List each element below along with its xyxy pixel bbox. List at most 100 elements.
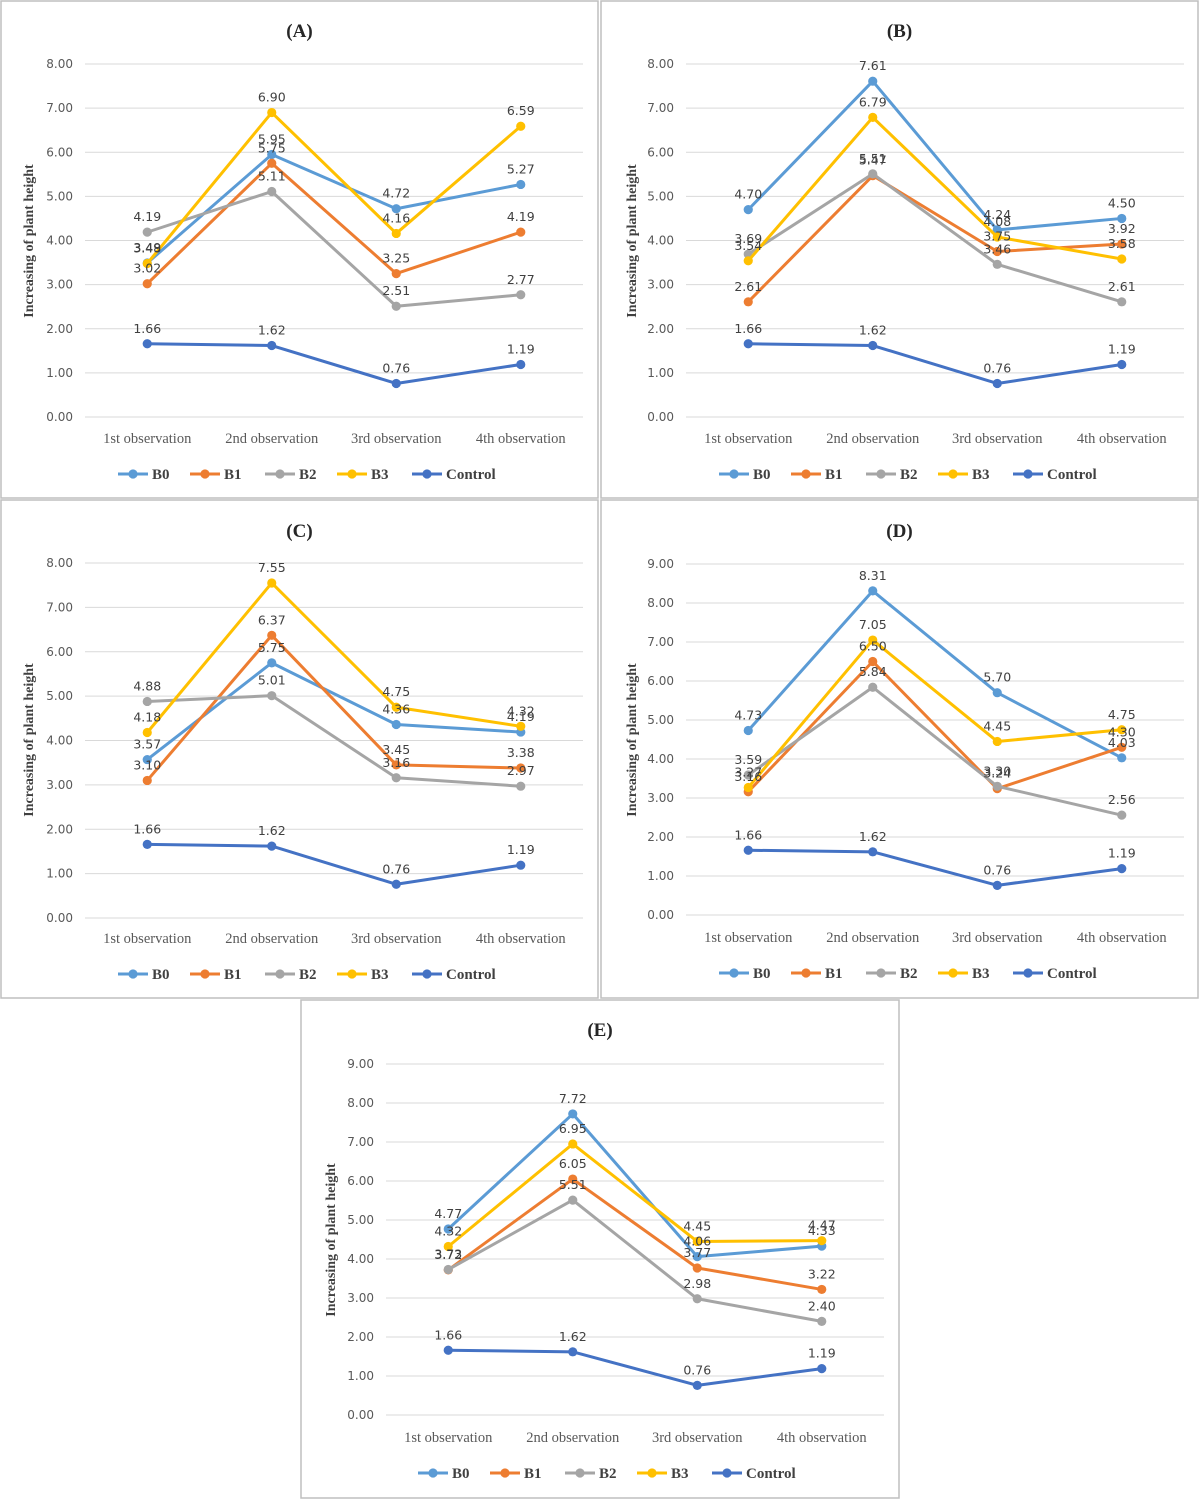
data-label: 5.27 xyxy=(507,161,535,176)
x-tick-label: 1st observation xyxy=(704,431,793,447)
y-tick-label: 5.00 xyxy=(647,713,674,727)
data-label: 3.10 xyxy=(133,757,161,772)
y-tick-label: 0.00 xyxy=(46,911,73,925)
legend-marker xyxy=(1023,469,1033,479)
data-point xyxy=(568,1139,578,1149)
data-point xyxy=(1117,810,1127,820)
data-point xyxy=(568,1174,578,1184)
legend-marker xyxy=(948,469,958,479)
data-point xyxy=(1117,863,1127,874)
data-point xyxy=(267,658,277,668)
y-axis-label: Increasing of plant height xyxy=(22,663,37,817)
legend-entry: B0 xyxy=(152,967,170,983)
data-point xyxy=(992,259,1002,269)
data-point xyxy=(868,847,878,857)
data-point xyxy=(391,702,401,712)
legend-entry: B1 xyxy=(224,967,242,983)
data-point xyxy=(142,754,152,765)
data-label: 6.37 xyxy=(258,612,286,627)
y-tick-label: 1.00 xyxy=(347,1369,374,1383)
data-point xyxy=(516,290,526,300)
data-label: 5.51 xyxy=(559,1177,587,1192)
y-tick-label: 6.00 xyxy=(46,145,73,159)
data-point xyxy=(568,1347,578,1357)
data-point xyxy=(992,736,1002,747)
legend-entry: Control xyxy=(1047,467,1097,483)
legend-marker xyxy=(422,469,432,479)
data-label: 3.16 xyxy=(382,755,410,770)
data-label: 3.48 xyxy=(133,240,161,255)
data-label: 1.19 xyxy=(507,842,535,857)
y-tick-label: 5.00 xyxy=(647,189,674,203)
data-label: 1.66 xyxy=(133,321,161,336)
data-point xyxy=(516,359,526,370)
series-b3 xyxy=(743,635,1127,793)
y-tick-label: 8.00 xyxy=(347,1096,374,1110)
legend-entry: B2 xyxy=(900,966,918,982)
series-line xyxy=(748,342,1122,385)
data-point xyxy=(267,107,277,118)
chart-panel-b: (B) Increasing of plant height 0.00 1.00 2.0… xyxy=(600,0,1199,499)
data-point xyxy=(868,656,878,667)
data-label: 1.19 xyxy=(507,341,535,356)
data-label: 5.84 xyxy=(859,664,887,679)
data-label: 1.19 xyxy=(808,1346,836,1361)
data-label: 0.76 xyxy=(382,861,410,876)
y-tick-label: 3.00 xyxy=(347,1291,374,1305)
data-point xyxy=(743,770,753,780)
data-point xyxy=(267,841,277,851)
series-line xyxy=(146,661,521,761)
data-label: 7.61 xyxy=(859,58,887,73)
data-label: 1.62 xyxy=(859,323,887,338)
data-point xyxy=(1117,213,1127,224)
data-label: 6.95 xyxy=(559,1121,587,1136)
data-point xyxy=(817,1284,827,1295)
series-line xyxy=(747,660,1123,793)
y-tick-label: 5.00 xyxy=(46,689,73,703)
x-tick-label: 4th observation xyxy=(1077,431,1168,447)
data-label: 4.70 xyxy=(734,187,762,202)
data-label: 3.72 xyxy=(434,1247,462,1262)
y-tick-label: 1.00 xyxy=(46,867,73,881)
panel-frame xyxy=(0,499,599,999)
legend-marker xyxy=(347,469,357,479)
data-point xyxy=(868,586,878,596)
series-b2 xyxy=(142,691,526,791)
data-label: 5.51 xyxy=(859,151,887,166)
y-axis-label: Increasing of plant height xyxy=(625,663,640,817)
series-line xyxy=(747,115,1123,262)
legend-entry: B3 xyxy=(972,966,990,982)
data-label: 3.58 xyxy=(1108,236,1136,251)
x-tick-label: 3rd observation xyxy=(952,930,1043,946)
x-tick-label: 2nd observation xyxy=(526,1430,620,1446)
data-point xyxy=(142,258,152,269)
legend-entry: B0 xyxy=(152,467,170,483)
legend: B0 B1 B2 B3 Control xyxy=(719,467,1097,483)
data-point xyxy=(992,225,1002,235)
data-label: 4.16 xyxy=(382,210,410,225)
y-tick-label: 2.00 xyxy=(647,322,674,336)
gridlines xyxy=(686,563,1184,916)
y-axis-label: Increasing of plant height xyxy=(22,164,37,318)
y-tick-label: 5.00 xyxy=(347,1213,374,1227)
series-control xyxy=(142,339,526,389)
data-label: 5.75 xyxy=(258,640,286,655)
data-point xyxy=(868,76,878,86)
x-tick-label: 4th observation xyxy=(1077,930,1168,946)
x-tick-label: 2nd observation xyxy=(225,931,319,947)
data-point xyxy=(692,1236,702,1247)
data-label: 1.66 xyxy=(734,321,762,336)
data-label: 2.56 xyxy=(1108,792,1136,807)
data-point xyxy=(391,301,401,311)
data-label: 4.50 xyxy=(1108,195,1136,210)
series-line xyxy=(447,1177,823,1291)
x-tick-label: 3rd observation xyxy=(351,931,442,947)
legend-marker xyxy=(729,968,739,978)
legend-entry: B0 xyxy=(753,467,771,483)
data-label: 5.95 xyxy=(258,131,286,146)
data-label: 1.66 xyxy=(434,1327,462,1342)
legend-marker xyxy=(801,469,811,479)
data-labels: 4.73 8.31 5.70 4.03 3.16 6.50 3.24 4.30 3.59 5.84… xyxy=(734,568,1135,877)
data-point xyxy=(743,782,753,793)
legend-marker xyxy=(200,969,210,979)
